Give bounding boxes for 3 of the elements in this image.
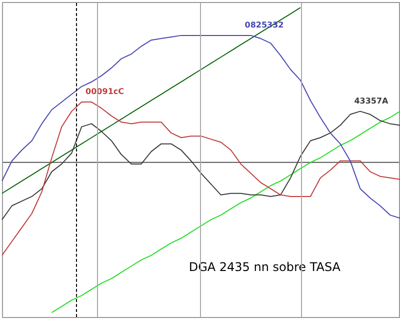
text: DGA 2435 nn sobre TASA [188, 260, 342, 274]
series-label: 00091cC [86, 87, 124, 96]
series-label: 43357A [354, 96, 390, 106]
